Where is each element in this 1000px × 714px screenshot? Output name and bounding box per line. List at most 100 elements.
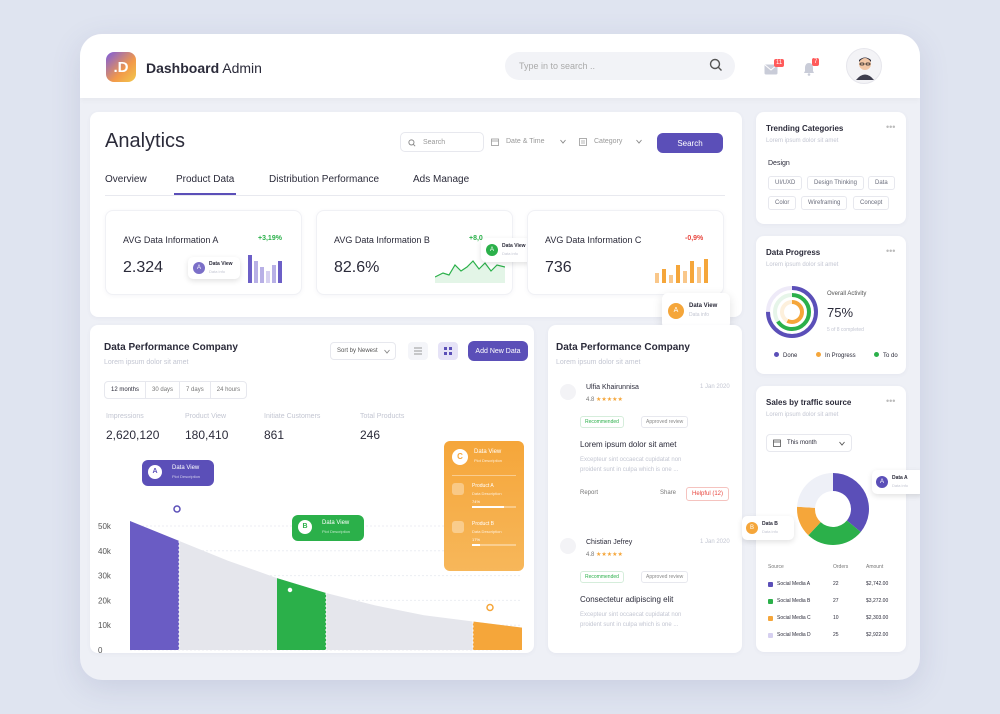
recommended-tag: Recommended <box>580 571 624 583</box>
range-30-days[interactable]: 30 days <box>146 382 181 398</box>
donut-slice-c <box>797 506 821 536</box>
bell-icon[interactable] <box>803 62 815 76</box>
category-tag[interactable]: Color <box>768 196 797 210</box>
table-row[interactable]: Social Media B 27 $3,272.00 <box>766 597 902 609</box>
category-tag[interactable]: Data <box>868 176 895 190</box>
data-view-tooltip-c: A Data View Data info <box>662 293 730 329</box>
overall-activity-label: Overall Activity <box>827 291 867 297</box>
orders-cell: 27 <box>833 598 839 604</box>
stat-value: 82.6% <box>334 259 380 276</box>
stat-card-c[interactable]: AVG Data Information C -0,9% 736 <box>527 210 724 295</box>
table-row[interactable]: Social Media D 25 $2,922.00 <box>766 631 902 643</box>
tab-product-data[interactable]: Product Data <box>176 174 235 185</box>
category-tag[interactable]: Design Thinking <box>807 176 864 190</box>
range-12-months[interactable]: 12 months <box>105 382 147 398</box>
add-new-data-button[interactable]: Add New Data <box>468 341 528 361</box>
global-search-input[interactable]: Type in to search .. <box>505 52 735 80</box>
tooltip-title: Data View <box>689 303 718 309</box>
analytics-search-placeholder: Search <box>423 139 446 146</box>
legend-label: To do <box>883 353 898 359</box>
date-time-select[interactable]: Date & Time <box>486 132 572 152</box>
trending-subtitle: Lorem ipsum dolor sit amet <box>766 138 839 144</box>
product-b-label: Product B <box>472 521 494 527</box>
reviewer-name: Ulfia Khairunnisa <box>586 384 639 391</box>
star-icons: ★★★★★ <box>596 397 623 403</box>
traffic-title: Sales by traffic source <box>766 398 852 407</box>
donut-tooltip-b: B Data B Data info <box>742 516 794 540</box>
product-a-value: 74% <box>472 499 481 504</box>
review-date: 1 Jan 2020 <box>700 384 730 390</box>
progress-ring-chart <box>766 286 818 338</box>
search-placeholder: Type in to search .. <box>519 61 596 71</box>
category-tag[interactable]: Wireframing <box>801 196 848 210</box>
source-cell: Social Media C <box>777 615 811 621</box>
product-b-track <box>472 544 516 546</box>
metric-label: Impressions <box>106 413 144 420</box>
user-avatar[interactable] <box>846 48 882 84</box>
range-24-hours[interactable]: 24 hours <box>216 387 241 393</box>
source-color-swatch <box>768 616 773 621</box>
tooltip-title: Data View <box>322 520 350 526</box>
marker-a <box>173 505 181 513</box>
marker-c <box>486 603 494 612</box>
chevron-down-icon <box>384 349 390 354</box>
range-7-days[interactable]: 7 days <box>180 382 211 398</box>
period-select[interactable]: This month <box>766 434 852 452</box>
tooltip-letter: A <box>486 244 498 256</box>
category-select[interactable]: Category <box>574 132 648 152</box>
tab-ads-manage[interactable]: Ads Manage <box>413 174 470 185</box>
analytics-search-button[interactable]: Search <box>657 133 723 153</box>
legend-to-do: To do <box>874 352 898 359</box>
tab-overview[interactable]: Overview <box>105 174 147 185</box>
traffic-subtitle: Lorem ipsum dolor sit amet <box>766 412 839 418</box>
more-icon[interactable]: ••• <box>886 246 896 256</box>
star-icons: ★★★★★ <box>596 552 623 558</box>
product-b-icon <box>452 521 464 533</box>
legend-done: Done <box>774 352 797 359</box>
chart-tooltip-a: A Data View Plot Description <box>142 460 214 486</box>
table-row[interactable]: Social Media A 22 $2,742.00 <box>766 580 902 592</box>
metric-value: 861 <box>264 428 285 442</box>
trending-title: Trending Categories <box>766 124 844 133</box>
top-bar: .D Dashboard Admin Type in to search .. … <box>80 34 920 98</box>
more-icon[interactable]: ••• <box>886 396 896 406</box>
analytics-search-input[interactable]: Search <box>400 132 484 152</box>
list-icon <box>414 347 422 355</box>
review-rating: 4.8 ★★★★★ <box>586 551 623 558</box>
calendar-icon <box>773 439 781 447</box>
amount-cell: $2,742.00 <box>866 581 889 587</box>
search-icon[interactable] <box>709 58 723 72</box>
stat-card-b[interactable]: AVG Data Information B +8,0 82.6% A Data… <box>316 210 539 295</box>
report-link[interactable]: Report <box>580 490 599 496</box>
y-tick-label: 0 <box>98 646 103 654</box>
table-row[interactable]: Social Media C 10 $2,303.00 <box>766 614 902 626</box>
orders-cell: 22 <box>833 581 839 587</box>
sort-select[interactable]: Sort by Newest <box>330 342 396 360</box>
rating-value: 4.8 <box>586 552 595 558</box>
list-view-button[interactable] <box>408 342 428 360</box>
approved-tag: Approved review <box>641 416 689 428</box>
reviewer-avatar <box>560 538 576 554</box>
y-tick-label: 40k <box>98 547 112 556</box>
tooltip-letter: B <box>298 520 312 534</box>
legend-label: In Progress <box>825 353 856 359</box>
metric-value: 246 <box>360 428 381 442</box>
share-link[interactable]: Share <box>660 490 677 496</box>
stat-delta: +3,19% <box>258 235 282 242</box>
product-b-bar <box>472 544 480 546</box>
review-date: 1 Jan 2020 <box>700 539 730 545</box>
source-color-swatch <box>768 599 773 604</box>
area-series <box>130 521 522 650</box>
stat-card-a[interactable]: AVG Data Information A +3,19% 2.324 A Da… <box>105 210 302 295</box>
col-header-orders: Orders <box>833 564 849 570</box>
category-tag[interactable]: Concept <box>853 196 890 210</box>
more-icon[interactable]: ••• <box>886 122 896 132</box>
metric-label: Initiate Customers <box>264 413 321 420</box>
performance-area-chart: 50k40k30k20k10k0JanFebMarAprMayJunJulAug… <box>98 505 522 654</box>
tab-distribution-performance[interactable]: Distribution Performance <box>269 174 380 185</box>
amount-cell: $2,303.00 <box>866 615 889 621</box>
app-logo[interactable]: .D <box>106 52 136 82</box>
grid-view-button[interactable] <box>438 342 458 360</box>
category-tag[interactable]: UI/UXD <box>768 176 803 190</box>
helpful-button[interactable]: Helpful (12) <box>686 487 730 501</box>
